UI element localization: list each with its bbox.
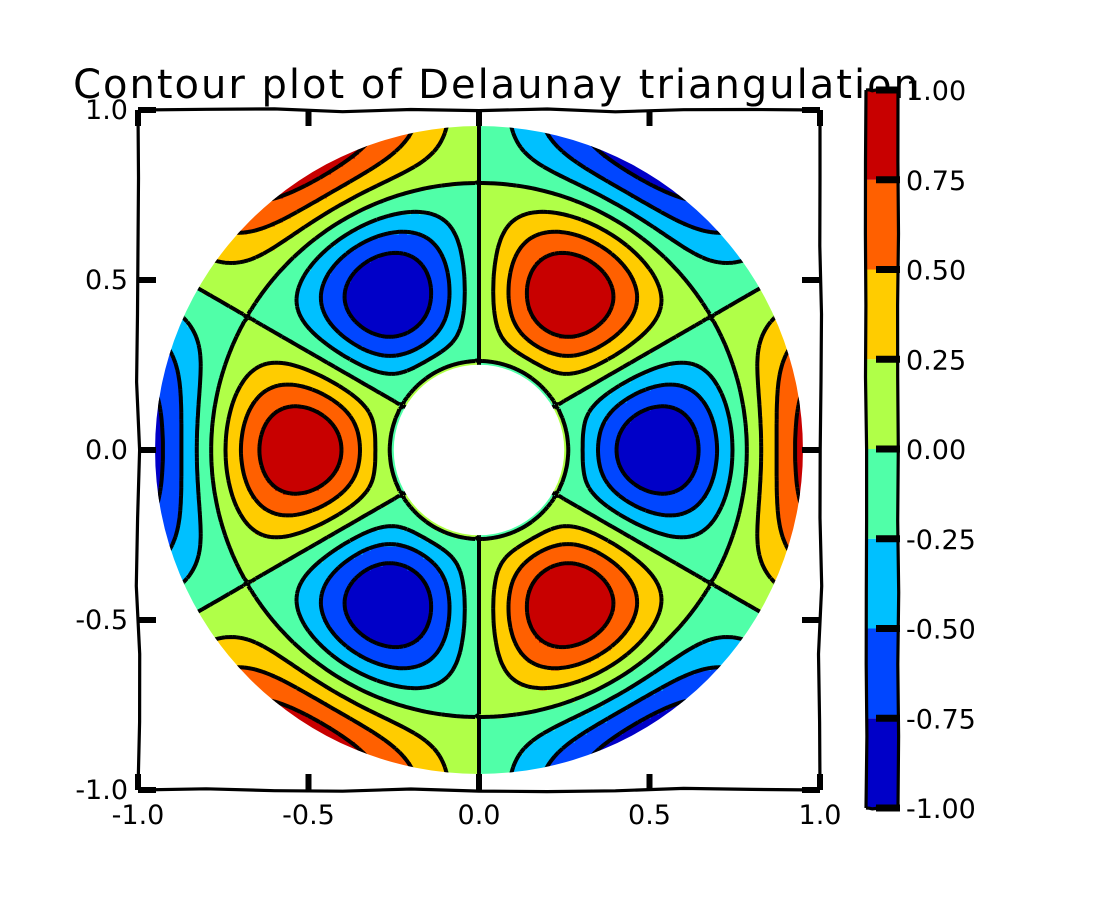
colorbar-segment [866,179,898,270]
colorbar-tick-label: -0.25 [906,525,976,556]
colorbar-tick-label: 0.75 [906,166,966,197]
colorbar-tick-label: 0.00 [906,435,966,466]
colorbar: -1.00 -0.75 -0.50 -0.25 0.00 0.25 0.50 0.75 1.00 [863,76,976,825]
colorbar-segment [866,90,898,180]
colorbar-segment [866,628,898,719]
colorbar-segment [866,359,898,449]
y-tick-label: -0.5 [75,605,128,636]
colorbar-ticks: -1.00 -0.75 -0.50 -0.25 0.00 0.25 0.50 0.75 1.00 [876,76,976,825]
contour-band-2 [163,126,751,774]
colorbar-segment [866,269,898,360]
colorbar-tick-label: -0.75 [906,704,976,735]
contour-band-5 [207,126,795,774]
colorbar-segment [866,538,898,629]
y-tick-label: 0.0 [85,435,128,466]
y-axis-ticks: -1.0 -0.5 0.0 0.5 1.0 [75,95,820,806]
colorbar-tick-label: -0.50 [906,615,976,646]
colorbar-tick-label: 0.50 [906,256,966,287]
colorbar-segment [866,718,898,808]
contour-band-3 [175,126,767,774]
contour-line--0.25 [155,126,803,774]
contour-band-4 [191,126,783,774]
y-tick-label: 0.5 [85,265,128,296]
x-tick-label: 0.5 [628,800,671,831]
x-tick-label: -0.5 [282,800,335,831]
chart-title: Contour plot of Delaunay triangulation [73,62,921,108]
y-tick-label: 1.0 [85,95,128,126]
colorbar-segments [866,90,898,808]
x-tick-label: 0.0 [458,800,501,831]
colorbar-segment [866,449,898,539]
y-tick-label: -1.0 [75,775,128,806]
contour-plot-area [155,126,803,774]
colorbar-tick-label: -1.00 [906,794,976,825]
x-tick-label: -1.0 [112,800,165,831]
colorbar-tick-label: 1.00 [906,76,966,107]
x-tick-label: 1.0 [799,800,842,831]
colorbar-tick-label: 0.25 [906,345,966,376]
